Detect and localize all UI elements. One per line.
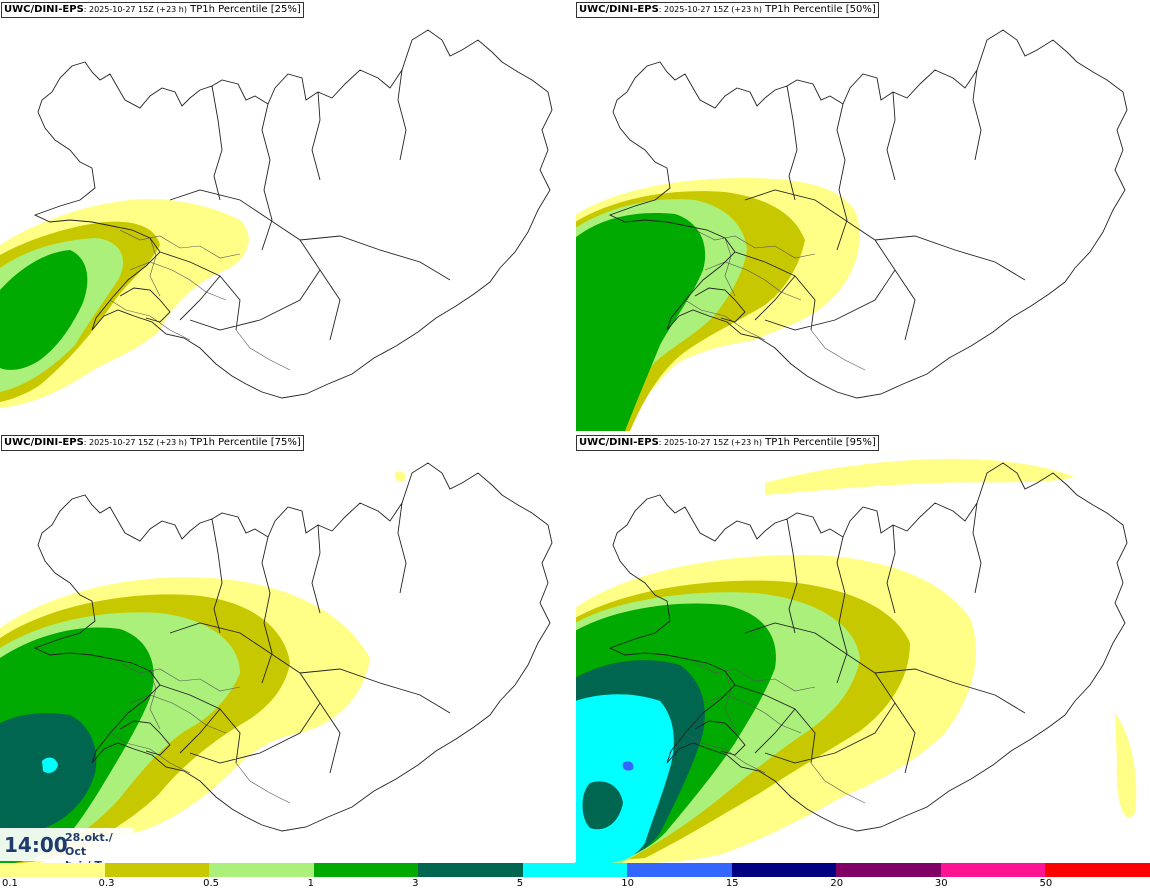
legend-tick-label: 3 [412,878,419,889]
legend-tick-label: 5 [516,878,524,889]
panel-title: UWC/DINI-EPS: 2025-10-27 15Z (+23 h) TP1… [576,2,879,18]
field-name: TP1h Percentile [761,4,843,15]
legend-tick-label: 20 [830,878,844,889]
percentile-label: [75%] [270,437,301,448]
legend-swatch [627,863,733,877]
legend-swatch [731,863,837,877]
legend-swatch [940,863,1046,877]
valid-time-box: 14:00 28.okt./ Oct Þri./ Tue [0,828,134,872]
legend-tick-label: 10 [621,878,634,889]
run-info: : 2025-10-27 15Z (+23 h) [83,438,187,447]
valid-time: 14:00 [4,833,68,857]
legend-swatch [104,863,210,877]
precip-map-25 [0,29,553,408]
map-panel-75: UWC/DINI-EPS: 2025-10-27 15Z (+23 h) TP1… [0,433,575,864]
legend-swatch [0,863,105,877]
color-legend: 0.1 0.3 0.5 1 3 5 10 15 20 30 50 [0,863,1150,891]
valid-date-line1: 28.okt./ Oct [65,831,113,858]
precip-map-75 [0,462,553,864]
field-name: TP1h Percentile [186,4,268,15]
legend-tick-label: 50 [1039,878,1053,889]
percentile-label: [50%] [845,4,876,15]
model-name: UWC/DINI-EPS [579,4,659,15]
panel-title: UWC/DINI-EPS: 2025-10-27 15Z (+23 h) TP1… [576,435,879,451]
map-panel-50: UWC/DINI-EPS: 2025-10-27 15Z (+23 h) TP1… [575,0,1150,431]
panel-title: UWC/DINI-EPS: 2025-10-27 15Z (+23 h) TP1… [1,2,304,18]
legend-swatch [313,863,419,877]
legend-swatch [209,863,315,877]
map-panel-95: UWC/DINI-EPS: 2025-10-27 15Z (+23 h) TP1… [575,433,1150,864]
panel-title: UWC/DINI-EPS: 2025-10-27 15Z (+23 h) TP1… [1,435,304,451]
model-name: UWC/DINI-EPS [4,4,84,15]
model-name: UWC/DINI-EPS [579,437,659,448]
precip-map-95 [575,458,1137,864]
run-info: : 2025-10-27 15Z (+23 h) [83,5,187,14]
legend-tick-label: 0.1 [2,878,18,889]
percentile-label: [95%] [845,437,876,448]
panel-divider-horizontal [0,431,1150,434]
precip-map-50 [575,29,1128,431]
run-info: : 2025-10-27 15Z (+23 h) [658,438,762,447]
legend-tick-label: 0.5 [203,878,219,889]
field-name: TP1h Percentile [186,437,268,448]
legend-tick-label: 0.3 [98,878,115,889]
legend-tick-label: 15 [725,878,739,889]
legend-swatch [1045,863,1150,877]
legend-tick-label: 30 [934,878,948,889]
field-name: TP1h Percentile [761,437,843,448]
map-panel-25: UWC/DINI-EPS: 2025-10-27 15Z (+23 h) TP1… [0,0,575,431]
model-name: UWC/DINI-EPS [4,437,84,448]
percentile-label: [25%] [270,4,301,15]
legend-swatch [522,863,628,877]
legend-swatch [836,863,942,877]
legend-swatch [418,863,524,877]
run-info: : 2025-10-27 15Z (+23 h) [658,5,762,14]
legend-tick-label: 1 [307,878,314,889]
